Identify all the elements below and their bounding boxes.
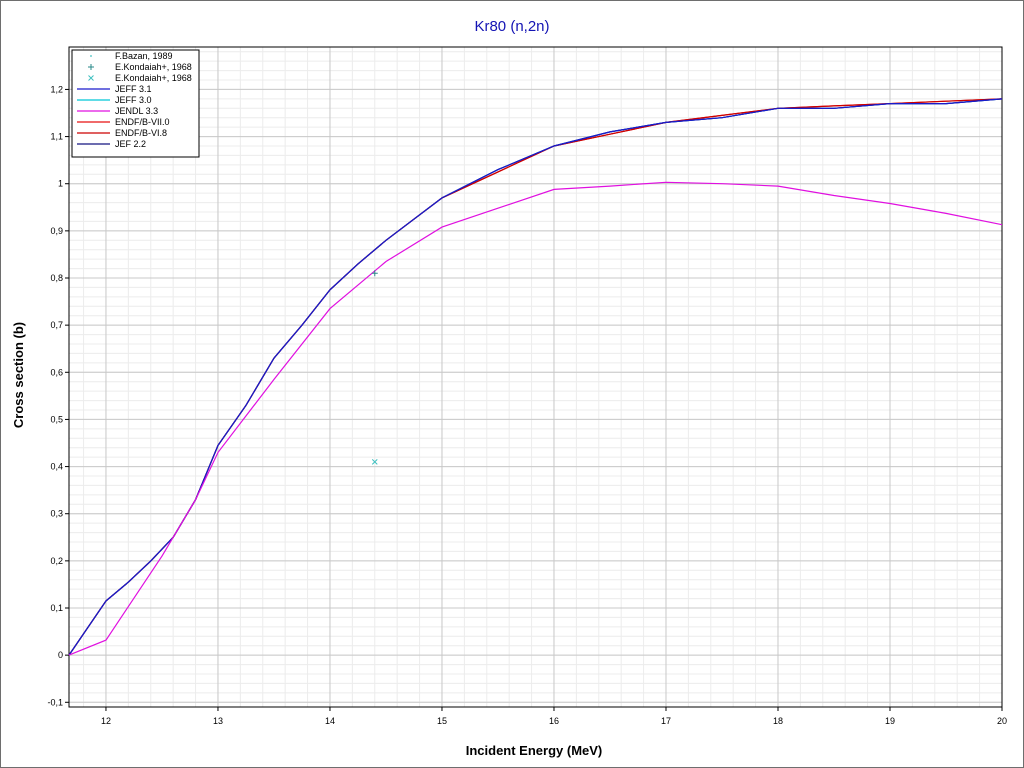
legend-label: ENDF/B-VI.8 [115,128,167,138]
x-tick-label: 16 [549,716,559,726]
data-point-cross [371,459,378,465]
legend-label: E.Kondaiah+, 1968 [115,62,192,72]
x-tick-label: 12 [101,716,111,726]
y-tick-label: 0,7 [50,320,63,330]
y-tick-label: 1 [58,179,63,189]
y-tick-label: 0,2 [50,556,63,566]
series-lines [68,98,1003,656]
legend-label: F.Bazan, 1989 [115,51,173,61]
axis-ticks: 12 13 14 15 16 17 18 19 20 -0,1 0 0,1 0,2 0,3 0,4 0,5 0,… [47,84,1007,726]
x-tick-label: 17 [661,716,671,726]
y-tick-label: 1,2 [50,84,63,94]
x-tick-label: 14 [325,716,335,726]
legend-swatch-marker [88,75,94,81]
series-line-jeff-3-0 [68,98,1003,656]
legend-label: JEF 2.2 [115,139,146,149]
series-line-jef-2-2 [68,98,1003,656]
data-point-plus [371,270,378,277]
legend-label: JENDL 3.3 [115,106,158,116]
y-tick-label: 0,9 [50,226,63,236]
legend-box [71,49,200,158]
data-points [371,270,378,465]
y-tick-label: 0,6 [50,367,63,377]
x-axis-label: Incident Energy (MeV) [466,743,603,758]
gridlines [69,47,1003,707]
y-tick-label: -0,1 [47,697,63,707]
y-tick-label: 0,8 [50,273,63,283]
series-line-jeff-3-1 [68,98,1003,656]
y-tick-label: 0,4 [50,462,63,472]
legend-label: JEFF 3.1 [115,84,152,94]
x-tick-label: 15 [437,716,447,726]
x-tick-label: 20 [997,716,1007,726]
legend-label: JEFF 3.0 [115,95,152,105]
x-tick-label: 19 [885,716,895,726]
series-line-endf-b-vi-8 [68,98,1003,656]
x-tick-label: 18 [773,716,783,726]
legend-label: ENDF/B-VII.0 [115,117,170,127]
y-tick-label: 0 [58,650,63,660]
y-tick-label: 0,5 [50,414,63,424]
series-line-jendl-3-3 [68,181,1003,656]
chart-title: Kr80 (n,2n) [474,18,549,35]
y-tick-label: 0,1 [50,603,63,613]
x-tick-label: 13 [213,716,223,726]
y-tick-label: 0,3 [50,509,63,519]
y-tick-label: 1,1 [50,132,63,142]
legend-swatch-marker [88,64,94,70]
series-line-endf-b-vii-0 [68,98,1003,656]
legend-swatch-marker [90,55,92,57]
y-axis-label: Cross section (b) [11,322,26,428]
legend-label: E.Kondaiah+, 1968 [115,73,192,83]
plot-area [68,46,1003,708]
